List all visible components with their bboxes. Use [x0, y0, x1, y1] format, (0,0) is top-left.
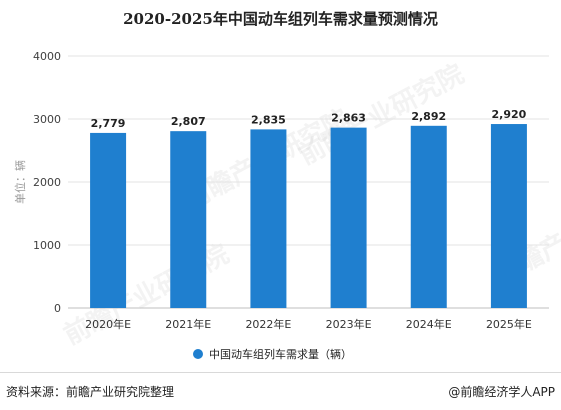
x-tick-label: 2021年E — [165, 317, 211, 331]
watermark-text: 前瞻产业研究院 — [59, 238, 234, 351]
legend-marker — [193, 349, 203, 359]
bar — [490, 124, 527, 308]
data-label: 2,863 — [331, 112, 366, 125]
y-tick-label: 1000 — [33, 239, 61, 252]
y-tick-label: 4000 — [33, 50, 61, 63]
y-axis-label: 单位：辆 — [13, 160, 27, 204]
legend-label: 中国动车组列车需求量（辆） — [209, 347, 352, 361]
footer-divider — [0, 372, 561, 373]
bar — [250, 129, 287, 308]
y-tick-label: 2000 — [33, 176, 61, 189]
data-label: 2,807 — [171, 115, 206, 128]
bar — [90, 132, 127, 308]
chart-title: 2020-2025年中国动车组列车需求量预测情况 — [123, 10, 438, 28]
x-tick-label: 2020年E — [85, 317, 131, 331]
bar — [410, 125, 447, 308]
y-tick-label: 0 — [54, 302, 61, 315]
bar — [330, 127, 367, 308]
x-tick-label: 2023年E — [326, 317, 372, 331]
bar-chart: 前瞻产业研究院前瞻产业研究院前瞻产业研究院前瞻产业研究院010002000300… — [13, 50, 561, 361]
footer: 资料来源：前瞻产业研究院整理 @前瞻经济学人APP — [0, 372, 561, 410]
brand-credit: @前瞻经济学人APP — [448, 385, 555, 399]
data-label: 2,835 — [251, 113, 286, 126]
y-tick-label: 3000 — [33, 113, 61, 126]
x-tick-label: 2025年E — [486, 317, 532, 331]
data-label: 2,892 — [411, 110, 446, 123]
data-label: 2,779 — [91, 117, 126, 130]
x-tick-label: 2022年E — [245, 317, 291, 331]
data-label: 2,920 — [492, 108, 527, 121]
source-note: 资料来源：前瞻产业研究院整理 — [6, 385, 175, 399]
x-tick-label: 2024年E — [406, 317, 452, 331]
bar — [170, 131, 207, 308]
